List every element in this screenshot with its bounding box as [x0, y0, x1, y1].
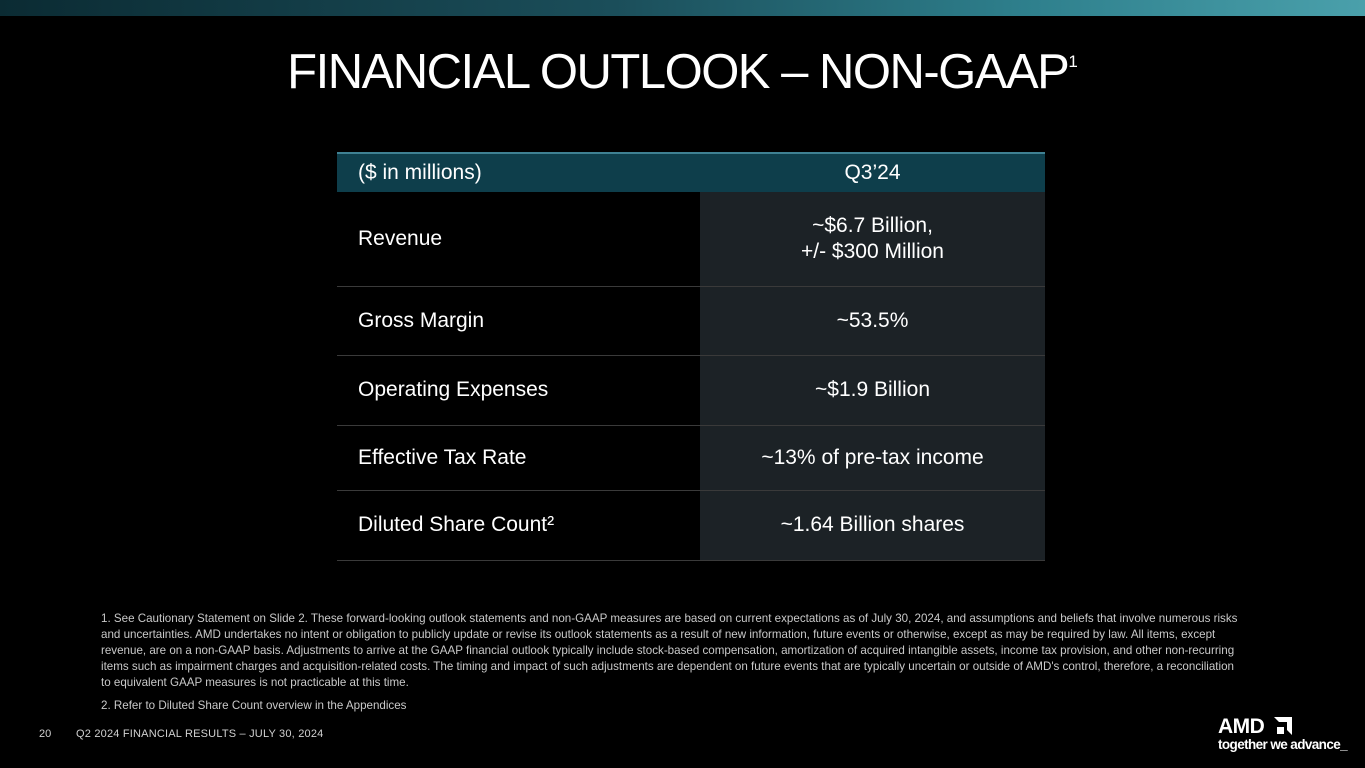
row-label: Gross Margin	[337, 286, 700, 356]
amd-logo: AMD together we advance_	[1218, 715, 1353, 755]
footnote-2: 2. Refer to Diluted Share Count overview…	[101, 699, 407, 712]
row-label: Diluted Share Count²	[337, 490, 700, 561]
row-value: ~1.64 Billion shares	[700, 490, 1045, 561]
logo-tagline: together we advance_	[1218, 737, 1348, 752]
footer-text: Q2 2024 FINANCIAL RESULTS – JULY 30, 202…	[76, 728, 324, 740]
slide-title-text: FINANCIAL OUTLOOK – NON-GAAP	[287, 45, 1070, 99]
footnotes: 1. See Cautionary Statement on Slide 2. …	[101, 611, 1241, 714]
table-row-gross-margin: Gross Margin ~53.5%	[337, 286, 1045, 356]
revenue-value-line1: ~$6.7 Billion,	[812, 213, 933, 237]
row-value: ~$1.9 Billion	[700, 355, 1045, 426]
financial-outlook-table: ($ in millions) Q3’24 Revenue ~$6.7 Bill…	[337, 152, 1045, 561]
row-value: ~$6.7 Billion, +/- $300 Million	[700, 192, 1045, 287]
row-label: Operating Expenses	[337, 355, 700, 426]
header-period-cell: Q3’24	[700, 152, 1045, 192]
page-number: 20	[39, 728, 52, 740]
header-label-cell: ($ in millions)	[337, 152, 700, 192]
table-row-operating-expenses: Operating Expenses ~$1.9 Billion	[337, 355, 1045, 426]
amd-arrow-icon	[1274, 717, 1292, 735]
row-label: Revenue	[337, 192, 700, 287]
row-value: ~53.5%	[700, 286, 1045, 356]
slide-title: FINANCIAL OUTLOOK – NON-GAAP1	[0, 44, 1365, 100]
table-row-diluted-share-count: Diluted Share Count² ~1.64 Billion share…	[337, 490, 1045, 561]
title-footnote-marker: 1	[1068, 52, 1078, 71]
table-header-row: ($ in millions) Q3’24	[337, 152, 1045, 192]
table-row-revenue: Revenue ~$6.7 Billion, +/- $300 Million	[337, 192, 1045, 287]
footnote-1: 1. See Cautionary Statement on Slide 2. …	[101, 612, 1238, 689]
row-value: ~13% of pre-tax income	[700, 425, 1045, 491]
table-row-effective-tax-rate: Effective Tax Rate ~13% of pre-tax incom…	[337, 425, 1045, 491]
logo-brand-text: AMD	[1218, 715, 1265, 738]
row-label: Effective Tax Rate	[337, 425, 700, 491]
top-accent-bar	[0, 0, 1365, 16]
revenue-value-line2: +/- $300 Million	[801, 239, 944, 263]
